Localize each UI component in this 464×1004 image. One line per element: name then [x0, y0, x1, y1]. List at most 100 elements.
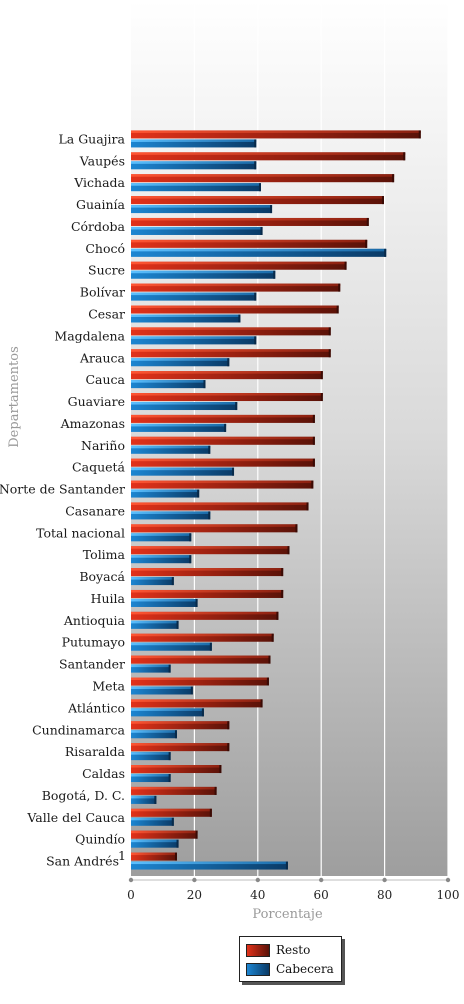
- bar-cabecera: [131, 686, 193, 695]
- category-label: Santander: [59, 657, 125, 672]
- legend-label-cabecera: Cabecera: [276, 962, 334, 976]
- bar-resto: [131, 699, 263, 708]
- bar-resto: [131, 502, 309, 511]
- bar-cabecera: [131, 730, 177, 739]
- category-label: Huila: [91, 591, 126, 606]
- category-label: Amazonas: [60, 416, 125, 431]
- category-label: Tolima: [83, 547, 126, 562]
- bar-resto: [131, 765, 222, 774]
- bar-cabecera: [131, 533, 192, 542]
- y-axis-title: Departamentos: [7, 346, 22, 448]
- bar-cabecera: [131, 205, 273, 214]
- category-label: La Guajira: [58, 131, 125, 146]
- x-tick-label: 40: [250, 888, 265, 902]
- bar-cabecera: [131, 248, 387, 257]
- category-label: Cauca: [85, 372, 125, 387]
- bar-cabecera: [131, 489, 200, 498]
- bar-cabecera: [131, 839, 179, 848]
- bar-cabecera: [131, 598, 198, 607]
- category-label: Total nacional: [36, 525, 125, 540]
- bar-resto: [131, 655, 271, 664]
- bar-cabecera: [131, 861, 288, 870]
- bar-resto: [131, 327, 331, 336]
- bar-resto: [131, 283, 341, 292]
- category-label: Risaralda: [65, 744, 126, 759]
- bar-cabecera: [131, 774, 171, 783]
- bar-cabecera: [131, 380, 206, 389]
- bar-cabecera: [131, 139, 257, 148]
- bar-resto: [131, 130, 421, 139]
- bar-resto: [131, 152, 406, 161]
- category-label: Valle del Cauca: [26, 810, 125, 825]
- bar-resto: [131, 721, 230, 730]
- x-tick-label: 100: [437, 888, 460, 902]
- bar-cabecera: [131, 752, 171, 761]
- bar-resto: [131, 677, 269, 686]
- bar-resto: [131, 414, 315, 423]
- x-tick-mark: [192, 877, 197, 883]
- bar-resto: [131, 217, 369, 226]
- bar-cabecera: [131, 161, 257, 170]
- bar-resto: [131, 458, 315, 467]
- bar-cabecera: [131, 336, 257, 345]
- bar-cabecera: [131, 270, 276, 279]
- bar-cabecera: [131, 577, 174, 586]
- category-label: San Andrés: [46, 854, 119, 869]
- category-label: Boyacá: [79, 569, 125, 584]
- category-label: Antioquia: [63, 613, 126, 628]
- bar-resto: [131, 436, 315, 445]
- bar-cabecera: [131, 314, 241, 323]
- bar-cabecera: [131, 511, 211, 520]
- bar-resto: [131, 633, 274, 642]
- category-label: Córdoba: [71, 219, 126, 234]
- x-tick-mark: [382, 877, 387, 883]
- x-tick-mark: [445, 877, 451, 883]
- category-label: Atlántico: [67, 700, 125, 715]
- bar-resto: [131, 786, 217, 795]
- bar-resto: [131, 852, 177, 861]
- bar-resto: [131, 371, 323, 380]
- bar-cabecera: [131, 183, 261, 192]
- category-label: Arauca: [79, 350, 126, 365]
- bar-cabecera: [131, 795, 157, 804]
- x-tick-mark: [255, 877, 260, 883]
- legend-item-cabecera: Cabecera: [246, 961, 334, 977]
- bar-resto: [131, 261, 347, 270]
- category-label: Caldas: [82, 766, 125, 781]
- category-label: Vaupés: [79, 153, 125, 168]
- bar-resto: [131, 808, 212, 817]
- legend-swatch-resto: [246, 943, 270, 957]
- bar-resto: [131, 830, 198, 839]
- legend-label-resto: Resto: [276, 943, 311, 957]
- bar-cabecera: [131, 708, 204, 717]
- category-label: Cundinamarca: [32, 722, 125, 737]
- x-tick-label: 20: [187, 888, 202, 902]
- bar-resto: [131, 611, 279, 620]
- bar-resto: [131, 546, 290, 555]
- category-label: Norte de Santander: [0, 482, 125, 497]
- category-footnote: 1: [118, 848, 126, 863]
- category-label: Guainía: [76, 197, 126, 212]
- bar-cabecera: [131, 445, 211, 454]
- bar-cabecera: [131, 817, 174, 826]
- category-label: Caquetá: [72, 460, 125, 475]
- x-tick-label: 80: [377, 888, 392, 902]
- bar-resto: [131, 743, 230, 752]
- category-label: Casanare: [65, 503, 125, 518]
- bar-resto: [131, 174, 395, 183]
- bar-resto: [131, 480, 314, 489]
- category-label: Magdalena: [54, 328, 125, 343]
- bar-resto: [131, 239, 368, 248]
- bar-resto: [131, 305, 339, 314]
- bar-cabecera: [131, 423, 227, 432]
- bar-resto: [131, 393, 323, 402]
- bar-resto: [131, 589, 284, 598]
- bar-cabecera: [131, 555, 192, 564]
- bar-cabecera: [131, 402, 238, 411]
- bar-resto: [131, 524, 298, 533]
- bar-cabecera: [131, 664, 171, 673]
- category-label: Quindío: [75, 832, 125, 847]
- category-label: Sucre: [88, 263, 125, 278]
- x-tick-label: 0: [127, 888, 135, 902]
- category-label: Meta: [92, 679, 125, 694]
